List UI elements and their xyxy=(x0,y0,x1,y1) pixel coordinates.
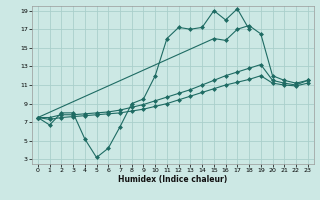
X-axis label: Humidex (Indice chaleur): Humidex (Indice chaleur) xyxy=(118,175,228,184)
